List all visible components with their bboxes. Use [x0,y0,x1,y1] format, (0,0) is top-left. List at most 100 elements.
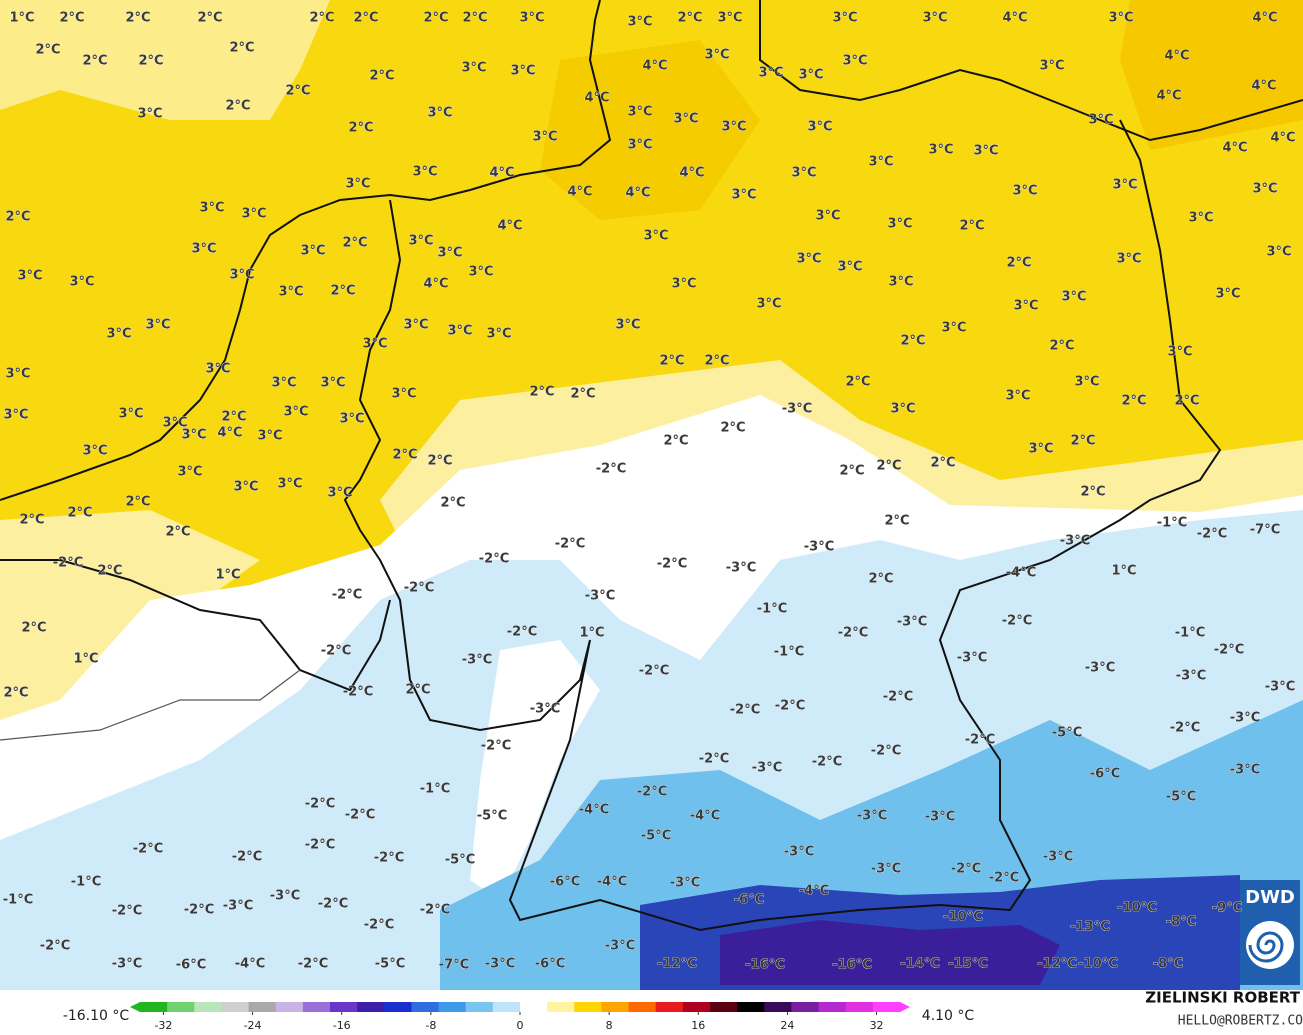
temperature-label: 3°C [17,269,42,284]
colorbar-max-label: 4.10 °C [922,1008,975,1024]
colorbar-segment [520,1002,548,1012]
temperature-label: -3°C [857,809,887,824]
temperature-label: 3°C [627,138,652,153]
colorbar: -32 -24 -16 -8 0 8 16 24 32 [130,1002,910,1032]
temperature-label: 2°C [959,219,984,234]
temperature-label: -4°C [597,875,627,890]
temperature-label: 3°C [791,166,816,181]
temperature-label: 3°C [1108,11,1133,26]
temperature-label: -2°C [775,699,805,714]
temperature-label: 3°C [5,367,30,382]
temperature-label: 4°C [1251,79,1276,94]
temperature-label: -3°C [485,957,515,972]
temperature-label: -4°C [579,803,609,818]
temperature-label: -1°C [774,645,804,660]
temperature-label: 3°C [205,362,230,377]
temperature-label: -3°C [270,889,300,904]
temperature-label: -2°C [507,625,537,640]
temperature-label: 2°C [663,434,688,449]
temperature-label: -2°C [871,744,901,759]
colorbar-tick-label: -8 [425,1019,436,1032]
temperature-label: 3°C [486,327,511,342]
temperature-label: 1°C [579,626,604,641]
temperature-label: -15°C [948,957,988,972]
temperature-label: 2°C [82,54,107,69]
temperature-label: 3°C [627,105,652,120]
temperature-label: -2°C [40,939,70,954]
temperature-label: -8°C [1166,915,1196,930]
temperature-label: 3°C [643,229,668,244]
colorbar-segment [221,1002,250,1012]
temperature-label: 3°C [973,144,998,159]
temperature-label: -4°C [799,884,829,899]
temperature-label: 2°C [19,513,44,528]
temperature-label: 3°C [928,143,953,158]
temperature-label: 4°C [567,185,592,200]
temperature-label: 3°C [887,217,912,232]
logo-swirl [1248,931,1284,963]
temperature-label: 2°C [353,11,378,26]
temperature-label: 3°C [257,429,282,444]
temperature-label: -2°C [374,851,404,866]
temperature-label: 3°C [271,376,296,391]
temperature-label: -2°C [404,581,434,596]
temperature-label: -2°C [318,897,348,912]
temperature-label: 4°C [1156,89,1181,104]
colorbar-segment [791,1002,820,1012]
colorbar-tick-label: 8 [606,1019,613,1032]
temperature-label: 3°C [615,318,640,333]
temperature-label: 2°C [1080,485,1105,500]
temperature-label: 3°C [756,297,781,312]
temperature-label: 2°C [423,11,448,26]
temperature-label: -6°C [1090,767,1120,782]
temperature-label: 3°C [362,337,387,352]
credit-name: ZIELINSKI ROBERT [1145,989,1300,1007]
temperature-label: 3°C [627,15,652,30]
temperature-label: 2°C [659,354,684,369]
colorbar-tick-label: 16 [691,1019,705,1032]
temperature-label: -3°C [1230,711,1260,726]
temperature-label: 4°C [217,426,242,441]
temperature-label: 3°C [277,477,302,492]
temperature-label: -1°C [757,602,787,617]
temperature-label: 3°C [1028,442,1053,457]
temperature-label: 3°C [1112,178,1137,193]
temperature-label: 3°C [106,327,131,342]
temperature-label: -2°C [305,838,335,853]
temperature-label: -1°C [71,875,101,890]
temperature-label: -3°C [871,862,901,877]
temperature-label: 3°C [278,285,303,300]
temperature-label: -14°C [900,957,940,972]
temperature-label: 2°C [405,683,430,698]
temperature-label: 2°C [1121,394,1146,409]
temperature-label: 2°C [165,525,190,540]
temperature-label: -6°C [535,957,565,972]
temperature-label: -2°C [730,703,760,718]
temperature-label: 3°C [461,61,486,76]
temperature-label: 2°C [67,506,92,521]
temperature-label: -2°C [343,685,373,700]
temperature-label: -10°C [943,910,983,925]
colorbar-segment [357,1002,385,1012]
colorbar-segment [547,1002,575,1012]
colorbar-segment [194,1002,222,1012]
logo: DWD [1240,880,1300,985]
temperature-label: 3°C [1266,245,1291,260]
temperature-label: 3°C [832,11,857,26]
temperature-label: 2°C [392,448,417,463]
temperature-label: 2°C [570,387,595,402]
temperature-label: -12°C [1037,957,1077,972]
temperature-label: 3°C [890,402,915,417]
temperature-label: 2°C [348,121,373,136]
temperature-label: -3°C [1060,534,1090,549]
temperature-label: 2°C [900,334,925,349]
temperature-label: -5°C [641,829,671,844]
temperature-label: 1°C [1111,564,1136,579]
temperature-label: 2°C [221,410,246,425]
colorbar-tick-label: 24 [780,1019,794,1032]
temperature-label: 3°C [345,177,370,192]
temperature-label: 3°C [403,318,428,333]
temperature-label: 2°C [868,572,893,587]
temperature-label: 3°C [468,265,493,280]
temperature-label: -2°C [1002,614,1032,629]
